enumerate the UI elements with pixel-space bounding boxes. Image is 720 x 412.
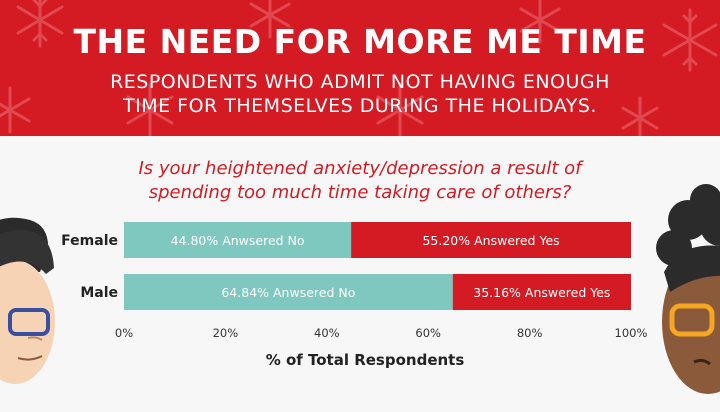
x-tick-label: 100% [615,326,648,340]
page-title: THE NEED FOR MORE ME TIME [73,22,647,61]
x-tick-label: 40% [314,326,340,340]
category-label-male: Male [80,285,118,301]
bar-female-answered-yes [351,222,631,258]
bar-male-answered-no [124,274,453,310]
bar-female-answered-no [124,222,352,258]
snowflake-icon [0,86,31,134]
snowflake-icon [519,0,561,44]
snowflake-icon [249,0,291,39]
subtitle-line-2: TIME FOR THEMSELVES DURING THE HOLIDAYS. [123,95,597,117]
subtitle-line-1: RESPONDENTS WHO ADMIT NOT HAVING ENOUGH [110,71,610,93]
data-label-female-answered-yes: 55.20% Answered Yes [422,233,559,248]
snowflake-pattern [0,0,718,136]
glasses-icon [8,308,50,336]
survey-question: Is your heightened anxiety/depression a … [60,157,660,205]
category-label-female: Female [61,233,118,249]
data-label-female-answered-no: 44.80% Anwsered No [171,233,305,248]
woman-character-illustration [656,184,720,394]
x-tick-label: 20% [213,326,239,340]
x-axis-label: % of Total Respondents [266,351,465,369]
bar-male-answered-yes [452,274,631,310]
x-tick-label: 80% [517,326,543,340]
glasses-icon [669,303,715,337]
snowflake-icon [621,96,659,136]
snowflake-icon [16,0,64,48]
question-line-2: spending too much time taking care of ot… [148,182,572,203]
x-tick-label: 60% [415,326,441,340]
snowflake-icon [376,82,424,136]
man-character-illustration [0,217,55,384]
page-subtitle: RESPONDENTS WHO ADMIT NOT HAVING ENOUGH … [60,70,660,118]
snowflake-icon [662,8,718,72]
data-label-male-answered-no: 64.84% Anwsered No [221,285,355,300]
x-tick-label: 0% [115,326,133,340]
snowflake-icon [126,82,174,136]
question-line-1: Is your heightened anxiety/depression a … [138,158,582,179]
data-label-male-answered-yes: 35.16% Answered Yes [473,285,610,300]
header-banner: THE NEED FOR MORE ME TIME RESPONDENTS WH… [0,0,720,136]
